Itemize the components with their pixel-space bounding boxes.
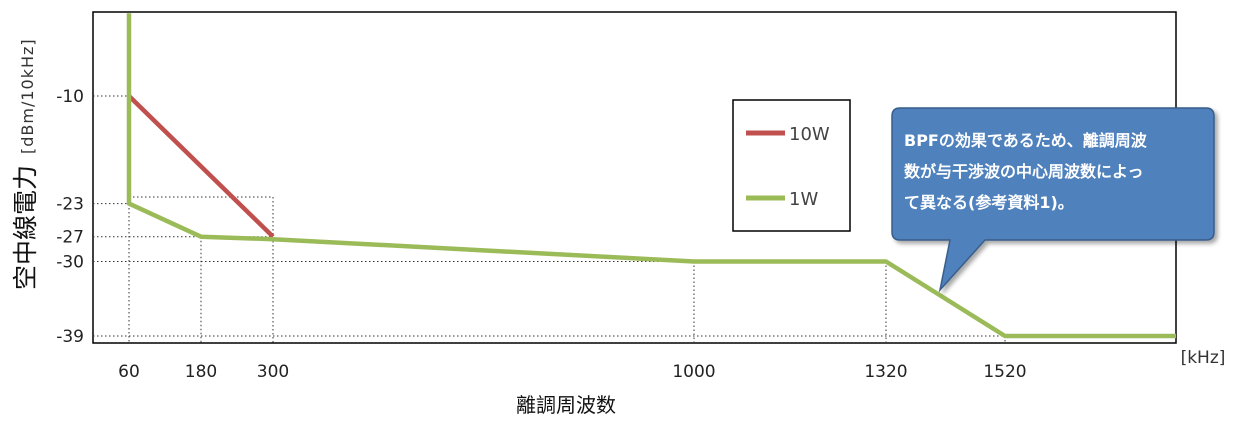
y-tick-label: -10: [56, 87, 84, 107]
y-axis-unit: [dBm/10kHz]: [18, 38, 37, 154]
callout-line-1: BPFの効果であるため、離調周波: [904, 131, 1148, 150]
x-unit-label: [kHz]: [1181, 348, 1226, 368]
callout: [891, 107, 1215, 293]
guide-lines: [93, 95, 1006, 343]
y-tick-label: -27: [56, 228, 84, 248]
y-tick-labels: -10 -23 -27 -30 -39: [56, 87, 84, 347]
series-line-10w: [127, 94, 275, 239]
x-tick-label: 1000: [672, 362, 715, 382]
y-tick-label: -23: [56, 195, 84, 215]
legend-label-1w: 1W: [789, 189, 818, 210]
y-axis-title-group: 空中線電力 [dBm/10kHz]: [11, 38, 40, 290]
callout-bubble: [891, 107, 1215, 293]
legend-box: [732, 99, 851, 232]
x-tick-label: 180: [185, 362, 217, 382]
series-group: [126, 13, 1176, 339]
x-axis-title: 離調周波数: [516, 393, 616, 417]
legend-label-10w: 10W: [789, 124, 830, 145]
x-tick-label: 1520: [983, 362, 1026, 382]
callout-line-3: て異なる(参考資料1)。: [904, 193, 1074, 212]
y-tick-label: -39: [56, 327, 84, 347]
x-tick-label: 300: [257, 362, 289, 382]
legend: 10W 1W: [732, 99, 851, 232]
series-line-1w: [126, 13, 1176, 339]
x-tick-labels: 60 180 300 1000 1320 1520: [118, 362, 1026, 382]
x-tick-label: 1320: [864, 362, 907, 382]
x-tick-label: 60: [118, 362, 140, 382]
y-tick-label: -30: [56, 253, 84, 273]
y-axis-title: 空中線電力: [11, 165, 40, 290]
callout-line-2: 数が与干渉波の中心周波数によっ: [904, 162, 1144, 181]
